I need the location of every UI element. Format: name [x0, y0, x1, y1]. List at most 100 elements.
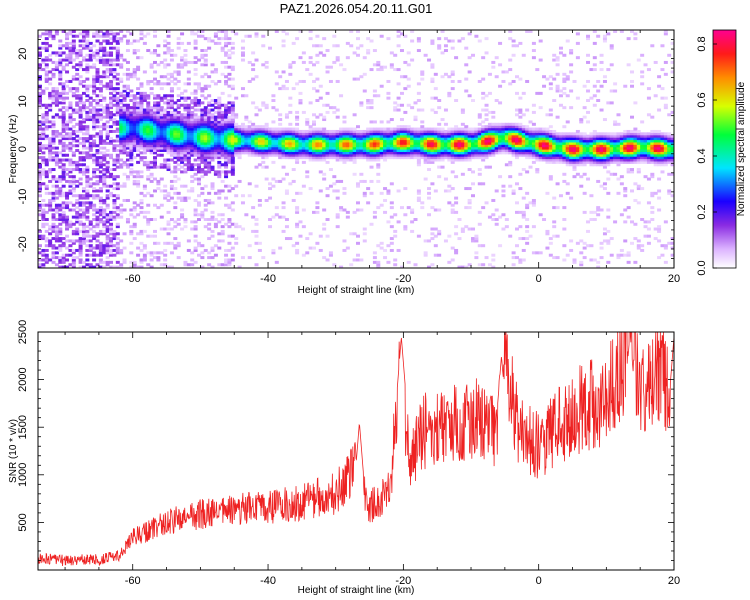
- heatmap-cell: [132, 75, 137, 79]
- heatmap-cell: [268, 187, 273, 191]
- heatmap-cell: [163, 96, 168, 100]
- heatmap-cell: [379, 132, 384, 136]
- heatmap-cell: [542, 132, 547, 136]
- heatmap-cell: [261, 149, 266, 152]
- heatmap-cell: [376, 244, 381, 248]
- heatmap-cell: [200, 87, 205, 91]
- heatmap-cell: [518, 139, 523, 143]
- heatmap-cell: [183, 115, 188, 119]
- heatmap-cell: [102, 210, 107, 214]
- heatmap-cell: [186, 120, 191, 124]
- heatmap-cell: [254, 241, 259, 245]
- heatmap-cell: [383, 156, 388, 160]
- heatmap-cell: [366, 132, 371, 136]
- heatmap-cell: [210, 146, 215, 150]
- heatmap-cell: [450, 160, 455, 164]
- heatmap-cell: [376, 68, 381, 72]
- heatmap-cell: [484, 151, 489, 155]
- heatmap-cell: [399, 132, 404, 136]
- heatmap-cell: [247, 120, 252, 124]
- heatmap-cell: [142, 229, 147, 233]
- heatmap-cell: [376, 151, 381, 155]
- heatmap-cell: [48, 227, 53, 231]
- heatmap-cell: [230, 46, 235, 50]
- heatmap-cell: [54, 163, 59, 167]
- heatmap-cell: [345, 149, 350, 152]
- heatmap-cell: [471, 227, 475, 231]
- heatmap-cell: [200, 49, 205, 53]
- heatmap-cell: [558, 132, 563, 136]
- heatmap-cell: [423, 177, 428, 181]
- heatmap-cell: [92, 208, 97, 212]
- heatmap-cell: [92, 56, 97, 60]
- heatmap-cell: [169, 218, 174, 221]
- heatmap-cell: [474, 127, 479, 131]
- heatmap-cell: [115, 32, 120, 36]
- heatmap-cell: [85, 263, 90, 267]
- heatmap-cell: [467, 146, 472, 150]
- heatmap-cell: [423, 134, 428, 138]
- heatmap-cell: [190, 151, 195, 155]
- heatmap-cell: [166, 163, 171, 167]
- heatmap-cell: [71, 51, 76, 55]
- heatmap-cell: [180, 41, 185, 45]
- heatmap-cell: [153, 165, 157, 169]
- heatmap-cell: [447, 260, 452, 264]
- heatmap-cell: [48, 151, 53, 155]
- heatmap-cell: [136, 101, 141, 105]
- heatmap-cell: [125, 30, 130, 33]
- heatmap-cell: [491, 198, 496, 202]
- heatmap-cell: [406, 156, 411, 160]
- heatmap-cell: [406, 129, 411, 133]
- heatmap-cell: [149, 65, 154, 69]
- heatmap-cell: [183, 158, 188, 162]
- heatmap-cell: [169, 134, 174, 138]
- heatmap-cell: [58, 246, 63, 250]
- heatmap-cell: [481, 244, 486, 248]
- heatmap-cell: [95, 53, 100, 57]
- heatmap-cell: [278, 129, 283, 133]
- heatmap-cell: [129, 108, 134, 112]
- heatmap-cell: [538, 158, 543, 162]
- heatmap-cell: [352, 137, 357, 141]
- heatmap-cell: [136, 56, 141, 60]
- heatmap-cell: [240, 94, 245, 98]
- heatmap-cell: [149, 120, 154, 124]
- heatmap-cell: [227, 41, 232, 45]
- heatmap-cell: [203, 125, 208, 129]
- heatmap-cell: [224, 127, 229, 131]
- heatmap-cell: [146, 94, 151, 98]
- heatmap-cell: [467, 156, 472, 160]
- heatmap-cell: [349, 158, 354, 162]
- heatmap-cell: [352, 172, 357, 176]
- heatmap-cell: [98, 232, 103, 236]
- heatmap-cell: [159, 99, 164, 102]
- heatmap-cell: [386, 132, 391, 136]
- heatmap-cell: [51, 225, 56, 229]
- heatmap-cell: [98, 218, 103, 221]
- heatmap-cell: [95, 120, 100, 124]
- heatmap-cell: [180, 32, 185, 36]
- heatmap-cell: [403, 125, 408, 129]
- heatmap-cell: [115, 99, 120, 102]
- heatmap-cell: [396, 248, 401, 252]
- heatmap-cell: [291, 149, 296, 152]
- heatmap-cell: [518, 129, 523, 133]
- heatmap-cell: [139, 108, 144, 112]
- heatmap-cell: [132, 120, 137, 124]
- heatmap-cell: [308, 151, 313, 155]
- heatmap-cell: [122, 34, 127, 38]
- heatmap-cell: [484, 103, 489, 107]
- heatmap-cell: [281, 132, 286, 136]
- heatmap-cell: [112, 201, 117, 205]
- heatmap-cell: [183, 122, 188, 126]
- heatmap-cell: [281, 44, 286, 48]
- heatmap-cell: [68, 132, 73, 136]
- heatmap-cell: [460, 146, 465, 150]
- heatmap-cell: [61, 172, 66, 176]
- heatmap-cell: [362, 179, 367, 183]
- heatmap-cell: [125, 49, 130, 53]
- heatmap-cell: [95, 175, 100, 179]
- heatmap-cell: [244, 141, 249, 145]
- heatmap-cell: [186, 137, 191, 141]
